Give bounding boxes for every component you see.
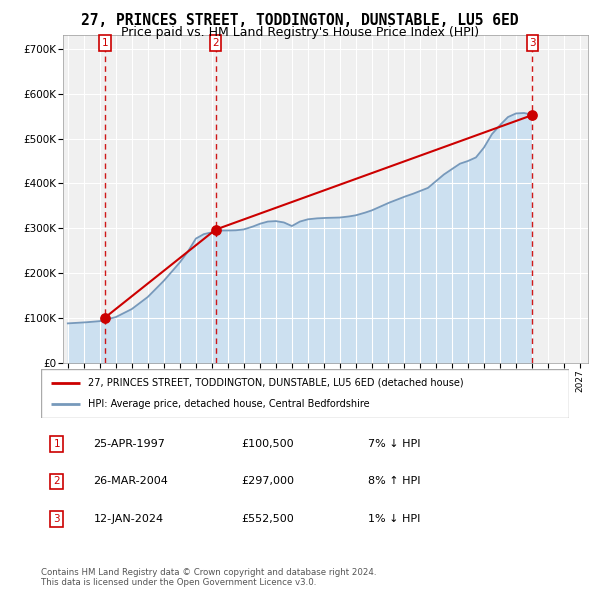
Text: Contains HM Land Registry data © Crown copyright and database right 2024.
This d: Contains HM Land Registry data © Crown c… xyxy=(41,568,376,587)
Text: 1: 1 xyxy=(101,38,108,48)
Text: 7% ↓ HPI: 7% ↓ HPI xyxy=(368,439,421,449)
Text: 2: 2 xyxy=(212,38,219,48)
Point xyxy=(211,225,220,234)
Text: 2: 2 xyxy=(53,477,60,486)
Text: £552,500: £552,500 xyxy=(241,514,294,524)
Text: £100,500: £100,500 xyxy=(241,439,294,449)
Text: 27, PRINCES STREET, TODDINGTON, DUNSTABLE, LU5 6ED (detached house): 27, PRINCES STREET, TODDINGTON, DUNSTABL… xyxy=(88,378,464,388)
FancyBboxPatch shape xyxy=(41,369,569,418)
Text: 8% ↑ HPI: 8% ↑ HPI xyxy=(368,477,421,486)
Text: 12-JAN-2024: 12-JAN-2024 xyxy=(94,514,164,524)
Point xyxy=(100,313,110,323)
Text: 27, PRINCES STREET, TODDINGTON, DUNSTABLE, LU5 6ED: 27, PRINCES STREET, TODDINGTON, DUNSTABL… xyxy=(81,13,519,28)
Text: £297,000: £297,000 xyxy=(241,477,295,486)
Text: 25-APR-1997: 25-APR-1997 xyxy=(94,439,166,449)
Text: 1% ↓ HPI: 1% ↓ HPI xyxy=(368,514,421,524)
Text: 26-MAR-2004: 26-MAR-2004 xyxy=(94,477,169,486)
Text: Price paid vs. HM Land Registry's House Price Index (HPI): Price paid vs. HM Land Registry's House … xyxy=(121,26,479,39)
Text: 3: 3 xyxy=(53,514,60,524)
Text: HPI: Average price, detached house, Central Bedfordshire: HPI: Average price, detached house, Cent… xyxy=(88,399,370,409)
Text: 3: 3 xyxy=(529,38,536,48)
Point xyxy=(527,110,537,120)
Text: 1: 1 xyxy=(53,439,60,449)
